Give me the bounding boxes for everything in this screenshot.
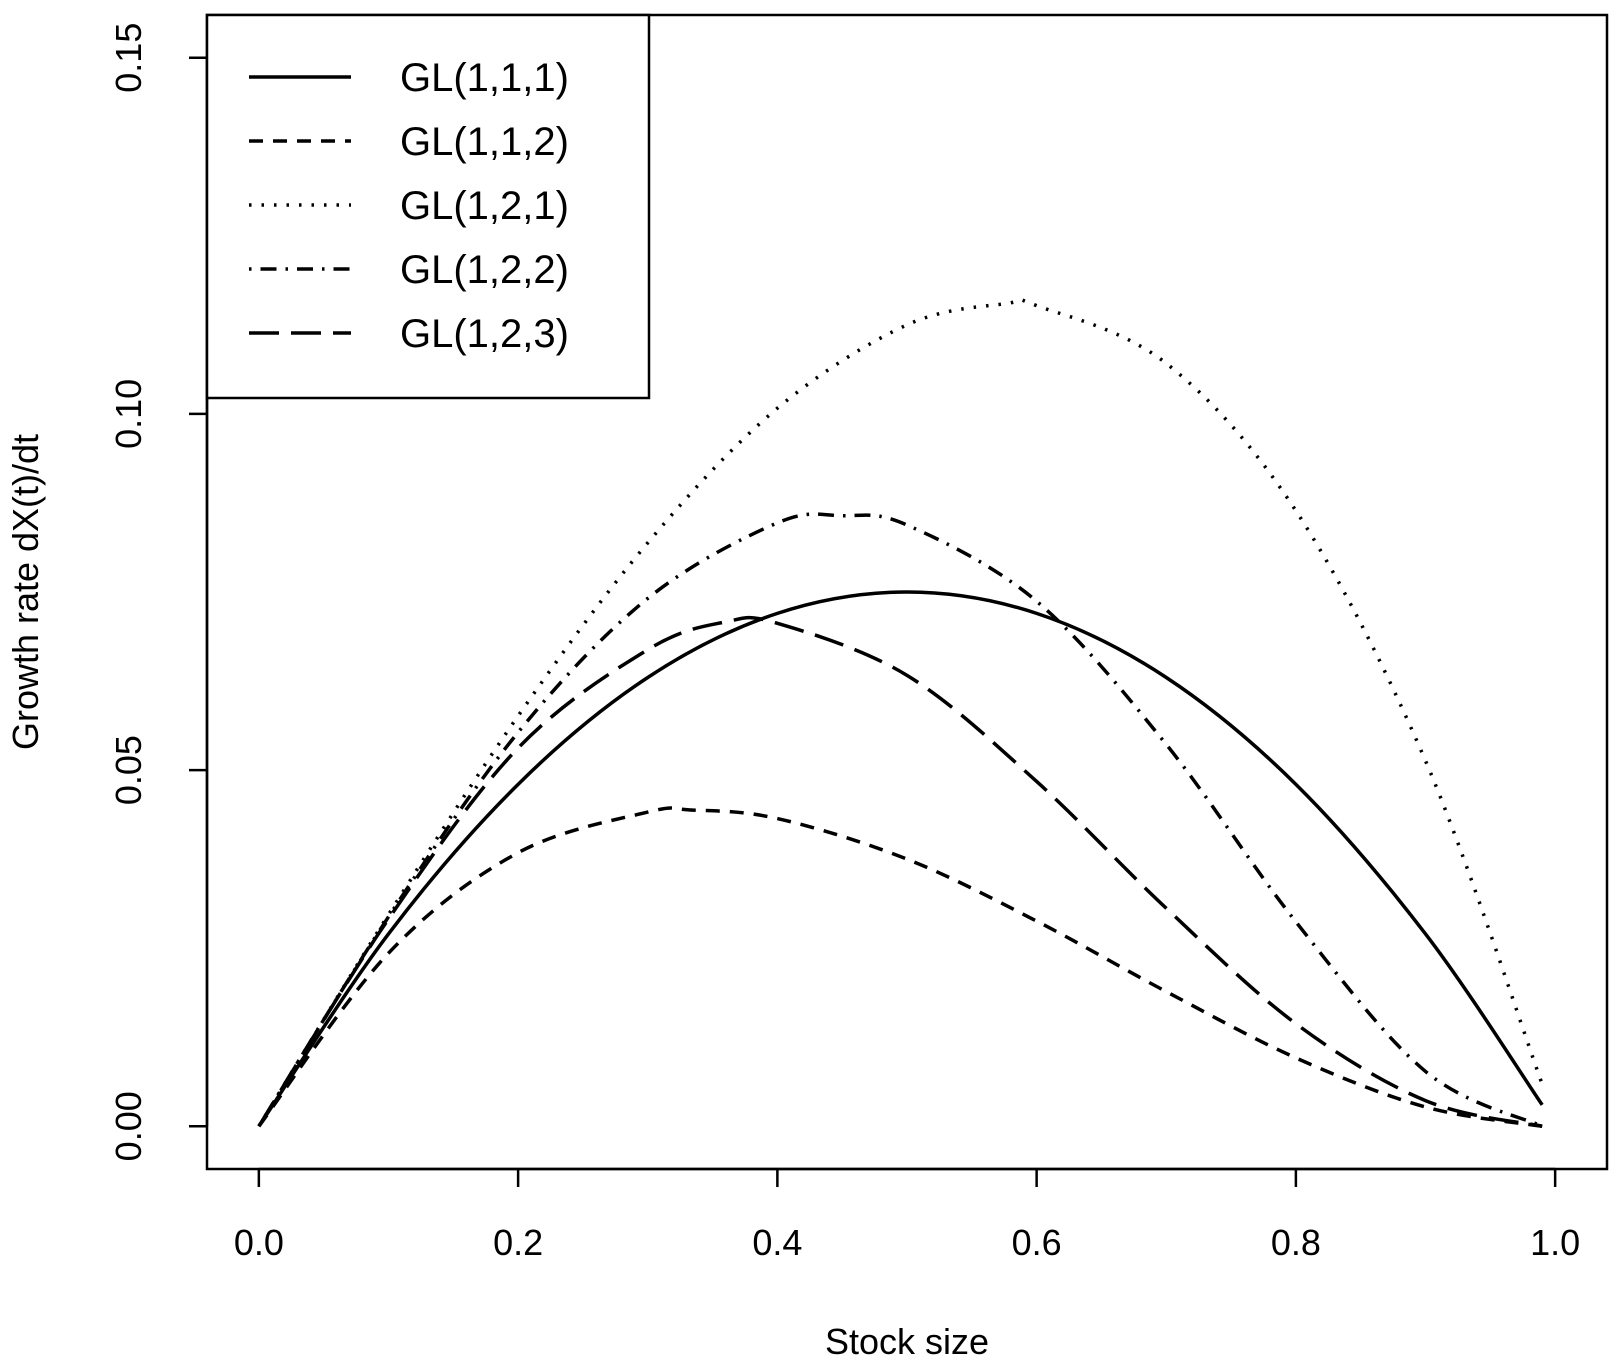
series-line-2 [257, 806, 1543, 1128]
legend-label-5: GL(1,2,3) [400, 312, 569, 356]
series-line-5 [257, 615, 1543, 1128]
legend-label-1: GL(1,1,1) [400, 56, 569, 100]
y-tick-label: 0.00 [108, 1091, 149, 1161]
x-tick-label: 0.0 [234, 1222, 284, 1263]
y-axis: 0.00 0.05 0.10 0.15 [108, 23, 209, 1161]
plot-lines [257, 297, 1544, 1128]
x-tick-label: 0.6 [1012, 1222, 1062, 1263]
series-line-3 [257, 297, 1544, 1128]
legend-label-2: GL(1,1,2) [400, 120, 569, 164]
y-tick-label: 0.10 [108, 379, 149, 449]
y-tick-label: 0.15 [108, 23, 149, 93]
series-line-1 [257, 590, 1544, 1128]
legend: GL(1,1,1) GL(1,1,2) GL(1,2,1) GL(1,2,2) GL(1… [205, 13, 651, 400]
legend-label-3: GL(1,2,1) [400, 184, 569, 228]
x-tick-label: 1.0 [1530, 1222, 1580, 1263]
x-axis-label: Stock size [825, 1321, 989, 1362]
x-axis: 0.0 0.2 0.4 0.6 0.8 1.0 [234, 1167, 1580, 1263]
x-tick-label: 0.2 [493, 1222, 543, 1263]
y-tick-label: 0.05 [108, 735, 149, 805]
legend-label-4: GL(1,2,2) [400, 248, 569, 292]
x-tick-label: 0.8 [1271, 1222, 1321, 1263]
series-line-4 [257, 512, 1543, 1128]
x-tick-label: 0.4 [752, 1222, 802, 1263]
y-axis-label: Growth rate dX(t)/dt [5, 434, 46, 750]
legend-box [205, 13, 651, 400]
